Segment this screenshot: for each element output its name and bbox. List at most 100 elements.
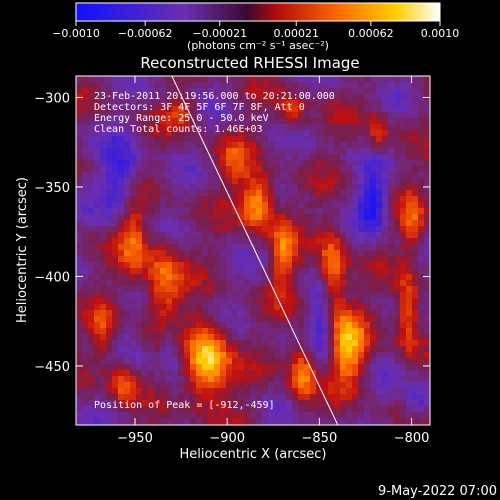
heatmap-cell <box>190 94 196 100</box>
heatmap-cell <box>304 196 310 202</box>
heatmap-cell <box>76 310 82 316</box>
heatmap-cell <box>334 394 340 400</box>
heatmap-cell <box>262 340 268 346</box>
heatmap-cell <box>274 166 280 172</box>
heatmap-cell <box>100 136 106 142</box>
heatmap-cell <box>382 406 388 412</box>
heatmap-cell <box>214 406 220 412</box>
heatmap-cell <box>154 292 160 298</box>
heatmap-cell <box>88 118 94 124</box>
heatmap-cell <box>358 268 364 274</box>
heatmap-cell <box>256 250 262 256</box>
heatmap-cell <box>172 268 178 274</box>
heatmap-cell <box>172 364 178 370</box>
heatmap-cell <box>406 88 412 94</box>
heatmap-cell <box>316 376 322 382</box>
heatmap-cell <box>124 196 130 202</box>
heatmap-cell <box>124 76 130 82</box>
heatmap-cell <box>364 256 370 262</box>
heatmap-cell <box>280 292 286 298</box>
heatmap-cell <box>268 184 274 190</box>
heatmap-cell <box>382 220 388 226</box>
heatmap-cell <box>280 220 286 226</box>
heatmap-cell <box>112 358 118 364</box>
heatmap-cell <box>310 118 316 124</box>
heatmap-cell <box>358 166 364 172</box>
heatmap-cell <box>232 82 238 88</box>
heatmap-cell <box>88 226 94 232</box>
heatmap-cell <box>100 358 106 364</box>
heatmap-cell <box>268 382 274 388</box>
heatmap-cell <box>160 316 166 322</box>
heatmap-cell <box>178 148 184 154</box>
heatmap-cell <box>364 280 370 286</box>
heatmap-cell <box>262 262 268 268</box>
heatmap-cell <box>316 178 322 184</box>
heatmap-cell <box>154 166 160 172</box>
heatmap-cell <box>370 262 376 268</box>
heatmap-cell <box>418 232 424 238</box>
heatmap-cell <box>418 352 424 358</box>
heatmap-cell <box>244 400 250 406</box>
heatmap-cell <box>292 208 298 214</box>
heatmap-cell <box>298 76 304 82</box>
heatmap-cell <box>364 262 370 268</box>
heatmap-cell <box>166 166 172 172</box>
heatmap-cell <box>238 274 244 280</box>
heatmap-cell <box>118 160 124 166</box>
heatmap-cell <box>316 220 322 226</box>
heatmap-cell <box>208 196 214 202</box>
heatmap-cell <box>166 214 172 220</box>
heatmap-cell <box>292 316 298 322</box>
heatmap-cell <box>136 358 142 364</box>
heatmap-cell <box>304 124 310 130</box>
heatmap-cell <box>238 316 244 322</box>
heatmap-cell <box>136 172 142 178</box>
heatmap-cell <box>394 358 400 364</box>
heatmap-cell <box>286 346 292 352</box>
heatmap-cell <box>244 166 250 172</box>
heatmap-cell <box>352 412 358 418</box>
heatmap-cell <box>214 376 220 382</box>
heatmap-cell <box>256 286 262 292</box>
heatmap-cell <box>100 82 106 88</box>
heatmap-cell <box>208 220 214 226</box>
heatmap-cell <box>364 304 370 310</box>
heatmap-cell <box>76 232 82 238</box>
heatmap-cell <box>130 256 136 262</box>
heatmap-cell <box>94 82 100 88</box>
heatmap-cell <box>352 292 358 298</box>
heatmap-cell <box>136 298 142 304</box>
heatmap-cell <box>286 238 292 244</box>
heatmap-cell <box>172 394 178 400</box>
heatmap-cell <box>208 172 214 178</box>
heatmap-cell <box>88 412 94 418</box>
heatmap-cell <box>238 412 244 418</box>
heatmap-cell <box>142 112 148 118</box>
heatmap-cell <box>88 376 94 382</box>
heatmap-cell <box>268 280 274 286</box>
heatmap-cell <box>196 268 202 274</box>
heatmap-cell <box>178 136 184 142</box>
heatmap-cell <box>364 178 370 184</box>
heatmap-cell <box>400 130 406 136</box>
heatmap-cell <box>340 142 346 148</box>
heatmap-cell <box>238 136 244 142</box>
heatmap-cell <box>424 178 430 184</box>
heatmap-cell <box>202 340 208 346</box>
heatmap-cell <box>118 250 124 256</box>
heatmap-cell <box>262 406 268 412</box>
heatmap-cell <box>178 340 184 346</box>
heatmap-cell <box>190 172 196 178</box>
heatmap-cell <box>382 166 388 172</box>
heatmap-cell <box>316 100 322 106</box>
heatmap-cell <box>76 340 82 346</box>
heatmap-cell <box>232 190 238 196</box>
heatmap-cell <box>76 382 82 388</box>
heatmap-cell <box>370 358 376 364</box>
heatmap-cell <box>400 142 406 148</box>
heatmap-cell <box>232 166 238 172</box>
heatmap-cell <box>154 214 160 220</box>
heatmap-cell <box>232 196 238 202</box>
heatmap-cell <box>376 166 382 172</box>
